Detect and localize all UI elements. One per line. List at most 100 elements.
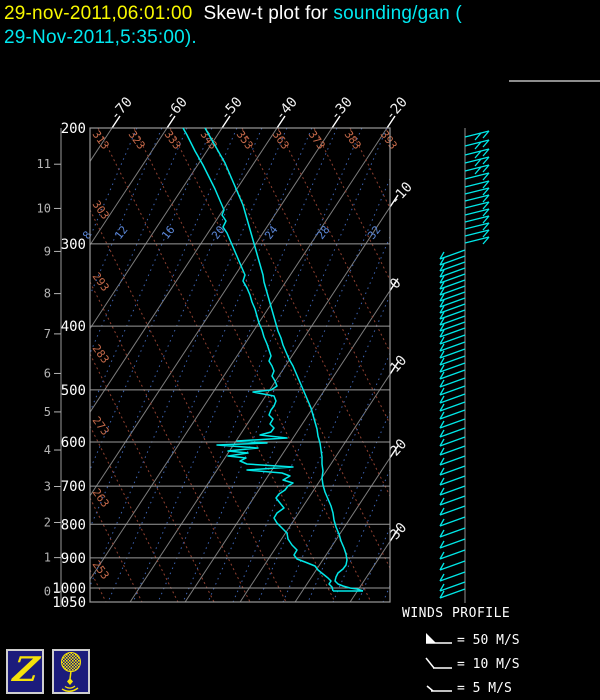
dry-adiabat-label-top: 313 [90, 128, 112, 152]
dry-adiabat-line [89, 209, 287, 603]
wind-barb [439, 369, 466, 380]
wind-barb-tick [439, 329, 445, 338]
isotherm-label-top: -20 [382, 94, 411, 124]
zoom-button[interactable]: Z [6, 649, 44, 694]
wind-barb [439, 249, 466, 260]
wind-barb [439, 279, 466, 290]
pressure-tick-label: 400 [61, 319, 86, 335]
half-barb-icon [426, 685, 452, 692]
height-tick-label: 11 [37, 157, 51, 171]
wind-barb-tick [439, 590, 445, 599]
mixing-ratio-line [307, 411, 391, 603]
wind-barb-tick [439, 379, 445, 388]
wind-barb [464, 229, 490, 237]
wind-barb-tick [474, 132, 482, 141]
wind-barb [439, 516, 466, 527]
wind-barb [464, 236, 490, 244]
mixing-ratio-label: 12 [112, 223, 130, 241]
wind-barb-tick [439, 281, 445, 290]
dry-adiabat-line [277, 127, 391, 353]
pressure-tick-label: 500 [61, 383, 86, 399]
plot-border [89, 127, 391, 603]
title-timestamp: 29-nov-2011,06:01:00 [4, 3, 193, 24]
wind-barb [439, 385, 466, 396]
wind-barb-tick [482, 156, 490, 165]
wind-barb-tick [482, 187, 490, 196]
mixing-ratio-line [332, 469, 391, 603]
wind-barb [439, 348, 466, 359]
wind-barb-tick [439, 573, 445, 582]
wind-barb-tick [439, 438, 445, 447]
wind-barb-tick [482, 148, 490, 157]
isotherm-tick [221, 115, 231, 129]
isotherm-label-top: -70 [107, 94, 136, 124]
isotherm-label-top: -60 [162, 94, 191, 124]
wind-barb-tick [439, 275, 445, 284]
wind-barb-tick [482, 236, 490, 245]
wind-barb-tick [439, 263, 445, 272]
wind-barb-tick [439, 350, 445, 359]
wind-barb-tick [439, 293, 445, 302]
wind-barb [439, 327, 466, 338]
dry-adiabat-line [133, 127, 372, 603]
dry-adiabat-label-top: 353 [234, 128, 256, 152]
wind-barb-tick [482, 139, 490, 148]
wind-barb [464, 187, 490, 195]
wind-barb-tick [439, 551, 445, 560]
pressure-tick-label: 900 [61, 551, 86, 567]
wind-barb-tick [439, 317, 445, 326]
mixing-ratio-line [182, 127, 388, 603]
mixing-ratio-line [232, 236, 391, 603]
wind-barb [464, 148, 490, 156]
wind-barb-tick [439, 403, 445, 412]
isotherm-tick [386, 115, 396, 129]
wind-barb [439, 455, 466, 466]
mixing-ratio-line [89, 127, 263, 528]
wind-barb-tick [439, 323, 445, 332]
legend-label-5ms: = 5 M/S [457, 680, 512, 696]
dry-adiabat-label-left: 273 [90, 414, 112, 438]
pressure-tick-label: 200 [61, 121, 86, 137]
wind-barb-tick [439, 583, 445, 592]
wind-barb [439, 560, 466, 571]
wind-barb-tick [439, 467, 445, 476]
dry-adiabat-line [89, 497, 143, 603]
wind-barb-tick [439, 447, 445, 456]
dry-adiabat-line [313, 127, 391, 281]
wind-barb-tick [439, 357, 445, 366]
wind-barb [439, 549, 466, 560]
wind-barb-tick [439, 562, 445, 571]
mixing-ratio-line [157, 127, 363, 603]
window-edge-line [509, 80, 600, 82]
dry-adiabat-line [205, 127, 391, 497]
dry-adiabat-label-left: 293 [90, 270, 112, 294]
wind-barb [439, 273, 466, 284]
wind-barb [439, 475, 466, 486]
wind-barb [439, 538, 466, 549]
isotherm-tick [389, 194, 399, 208]
wind-barb-tick [482, 215, 490, 224]
wind-barb [439, 341, 466, 352]
sounding-balloon-button[interactable] [52, 649, 90, 694]
isotherm-tick [389, 278, 399, 292]
wind-barb-tick [439, 420, 445, 429]
wind-barb [439, 303, 466, 314]
wind-barb [439, 297, 466, 308]
height-tick-label: 7 [44, 327, 51, 341]
wind-barb [439, 334, 466, 345]
dry-adiabat-label-left: 263 [90, 486, 112, 510]
wind-barb [439, 427, 466, 438]
wind-barb [439, 401, 466, 412]
isotherm-tick [389, 361, 399, 375]
wind-barb-tick [482, 194, 490, 203]
wind-barb-tick [439, 336, 445, 345]
mixing-ratio-line [132, 127, 338, 603]
wind-barb [439, 409, 466, 420]
height-tick-label: 5 [44, 405, 51, 419]
wind-barb [464, 156, 490, 164]
isotherm-label-top: -40 [272, 94, 301, 124]
wind-barb-tick [439, 477, 445, 486]
title-station: sounding/gan ( [333, 3, 462, 24]
